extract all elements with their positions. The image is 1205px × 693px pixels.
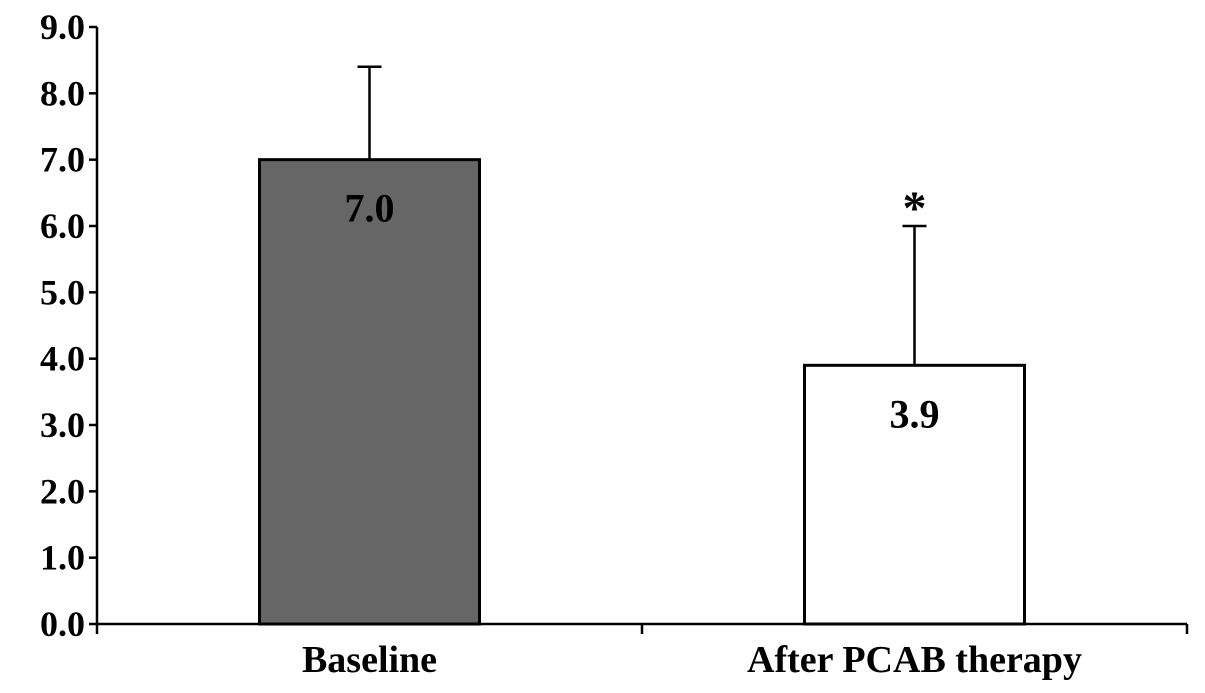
- y-tick-label: 9.0: [40, 7, 85, 47]
- y-tick-label: 5.0: [40, 272, 85, 312]
- data-labels: 7.0 3.9 *: [345, 182, 940, 436]
- error-bars: [357, 65, 927, 366]
- y-tick-label: 1.0: [40, 538, 85, 578]
- bar-1: [258, 158, 481, 626]
- x-category-label: Baseline: [302, 639, 437, 681]
- y-tick-label: 2.0: [40, 471, 85, 511]
- y-tick-label: 6.0: [40, 206, 85, 246]
- y-tick-label: 8.0: [40, 73, 85, 113]
- bar-2: [803, 363, 1026, 626]
- y-axis: 0.0 1.0 2.0 3.0 4.0 5.0 6.0 7.0 8.0 9.0: [40, 7, 99, 644]
- data-label: 3.9: [890, 391, 940, 436]
- y-tick-label: 4.0: [40, 339, 85, 379]
- y-tick-label: 3.0: [40, 405, 85, 445]
- y-tick-label: 0.0: [40, 604, 85, 644]
- significance-marker: *: [903, 182, 927, 235]
- y-tick-label: 7.0: [40, 140, 85, 180]
- x-category-label: After PCAB therapy: [747, 639, 1082, 681]
- bars: [258, 158, 1026, 626]
- x-axis: Baseline After PCAB therapy: [95, 622, 1189, 681]
- data-label: 7.0: [345, 186, 395, 231]
